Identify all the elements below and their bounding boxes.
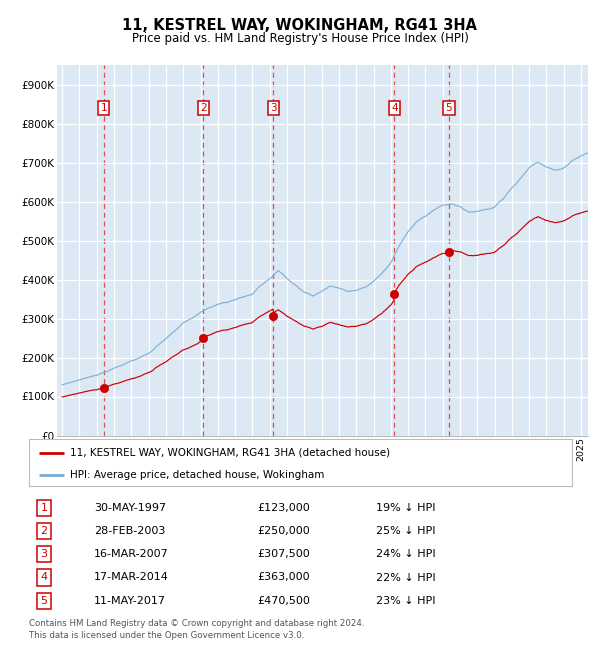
Text: 11, KESTREL WAY, WOKINGHAM, RG41 3HA (detached house): 11, KESTREL WAY, WOKINGHAM, RG41 3HA (de… <box>70 447 389 458</box>
Text: 4: 4 <box>40 573 47 582</box>
Text: This data is licensed under the Open Government Licence v3.0.: This data is licensed under the Open Gov… <box>29 630 304 640</box>
Text: £363,000: £363,000 <box>257 573 310 582</box>
Text: 4: 4 <box>391 103 398 113</box>
Text: 24% ↓ HPI: 24% ↓ HPI <box>376 549 436 559</box>
Text: 3: 3 <box>270 103 277 113</box>
Text: £250,000: £250,000 <box>257 526 310 536</box>
Text: 1: 1 <box>101 103 107 113</box>
Text: 16-MAR-2007: 16-MAR-2007 <box>94 549 169 559</box>
Text: 5: 5 <box>446 103 452 113</box>
Text: 1: 1 <box>41 503 47 513</box>
Text: 30-MAY-1997: 30-MAY-1997 <box>94 503 166 513</box>
Text: 22% ↓ HPI: 22% ↓ HPI <box>376 573 436 582</box>
Text: 11, KESTREL WAY, WOKINGHAM, RG41 3HA: 11, KESTREL WAY, WOKINGHAM, RG41 3HA <box>122 18 478 33</box>
Text: 17-MAR-2014: 17-MAR-2014 <box>94 573 169 582</box>
Text: HPI: Average price, detached house, Wokingham: HPI: Average price, detached house, Woki… <box>70 469 324 480</box>
Text: 23% ↓ HPI: 23% ↓ HPI <box>376 595 436 606</box>
Text: 19% ↓ HPI: 19% ↓ HPI <box>376 503 436 513</box>
Text: £123,000: £123,000 <box>257 503 310 513</box>
Text: 11-MAY-2017: 11-MAY-2017 <box>94 595 166 606</box>
Text: £307,500: £307,500 <box>257 549 310 559</box>
Text: 2: 2 <box>200 103 206 113</box>
Text: 28-FEB-2003: 28-FEB-2003 <box>94 526 166 536</box>
Text: Contains HM Land Registry data © Crown copyright and database right 2024.: Contains HM Land Registry data © Crown c… <box>29 619 364 628</box>
Text: Price paid vs. HM Land Registry's House Price Index (HPI): Price paid vs. HM Land Registry's House … <box>131 32 469 45</box>
Text: 25% ↓ HPI: 25% ↓ HPI <box>376 526 436 536</box>
Text: 3: 3 <box>41 549 47 559</box>
Text: 5: 5 <box>41 595 47 606</box>
Text: 2: 2 <box>40 526 47 536</box>
Text: £470,500: £470,500 <box>257 595 310 606</box>
